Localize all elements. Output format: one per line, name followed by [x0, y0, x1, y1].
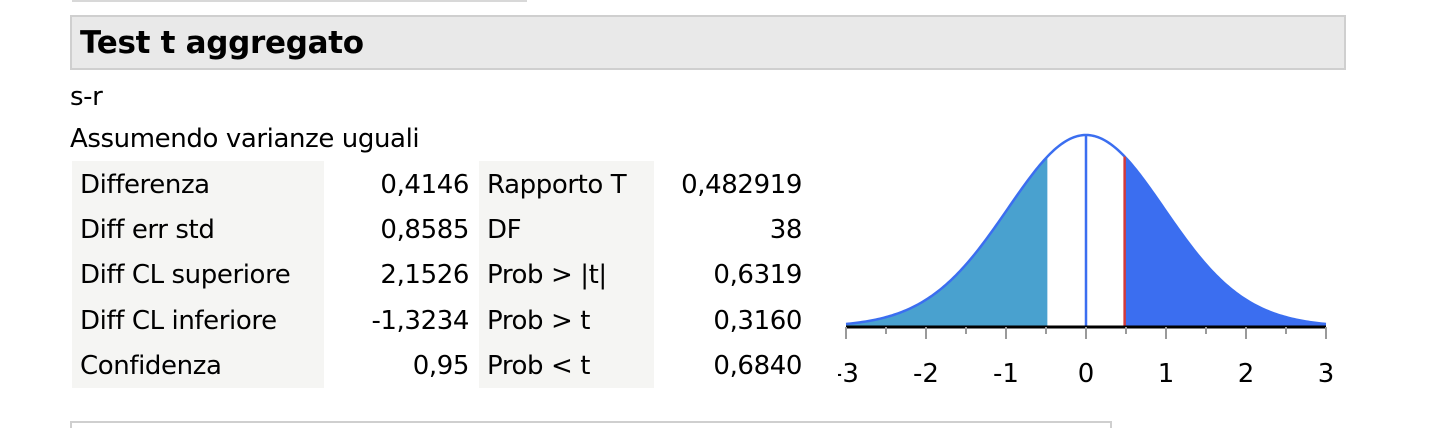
comparison-label: s-r: [70, 82, 103, 112]
t-distribution-chart: -3 -2 -1 0 1 2 3: [838, 133, 1334, 389]
stat-value: 2,1526: [380, 260, 469, 290]
previous-panel-outline: [72, 0, 527, 2]
stat-value: 38: [769, 215, 803, 245]
x-tick-label: 0: [1078, 359, 1095, 389]
x-tick-label: -1: [993, 359, 1019, 389]
stat-value: 0,3160: [713, 306, 802, 336]
stats-left-labels: Differenza Diff err std Diff CL superior…: [72, 161, 324, 388]
stat-label: Prob > |t|: [487, 260, 607, 290]
x-tick-label: -3: [838, 359, 859, 389]
x-tick-label: 2: [1238, 359, 1255, 389]
stat-label: Diff CL superiore: [80, 260, 291, 290]
stats-right-values: 0,482919 38 0,6319 0,3160 0,6840: [654, 161, 804, 388]
stat-value: 0,95: [412, 351, 470, 381]
stat-value: 0,4146: [380, 170, 469, 200]
assumption-label: Assumendo varianze uguali: [70, 124, 420, 154]
report-header[interactable]: Test t aggregato: [70, 15, 1346, 70]
next-panel-outline: [70, 421, 1112, 428]
stats-right-labels: Rapporto T DF Prob > |t| Prob > t Prob <…: [479, 161, 654, 388]
report-title: Test t aggregato: [80, 25, 364, 61]
x-tick-label: 1: [1158, 359, 1175, 389]
x-tick-label: 3: [1318, 359, 1335, 389]
stat-label: Diff err std: [80, 215, 215, 245]
stat-value: -1,3234: [371, 306, 469, 336]
stat-label: Confidenza: [80, 351, 222, 381]
stat-value: 0,6840: [713, 351, 802, 381]
stat-label: Prob < t: [487, 351, 591, 381]
x-tick-label: -2: [913, 359, 939, 389]
stat-label: Rapporto T: [487, 170, 627, 200]
stat-value: 0,8585: [380, 215, 469, 245]
x-axis-ticks: -3 -2 -1 0 1 2 3: [838, 327, 1334, 389]
stat-label: Prob > t: [487, 306, 591, 336]
left-tail-area: [846, 156, 1048, 327]
stat-label: Differenza: [80, 170, 210, 200]
stat-value: 0,6319: [713, 260, 802, 290]
stat-label: DF: [487, 215, 522, 245]
stat-label: Diff CL inferiore: [80, 306, 277, 336]
right-tail-area: [1124, 156, 1326, 327]
stats-left-values: 0,4146 0,8585 2,1526 -1,3234 0,95: [324, 161, 479, 388]
stat-value: 0,482919: [681, 170, 802, 200]
